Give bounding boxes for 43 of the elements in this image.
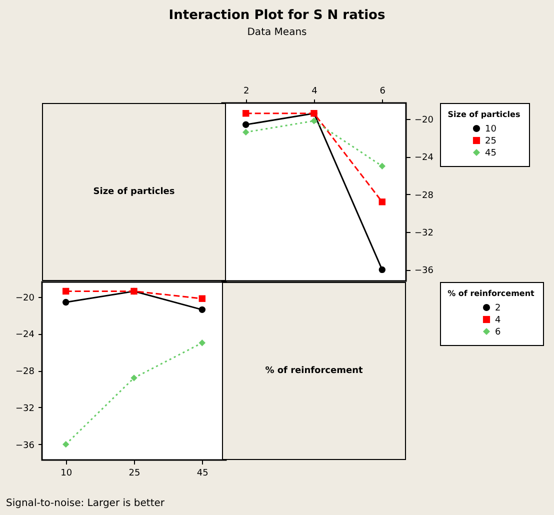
x-tick-label: 2 <box>243 86 250 96</box>
x-tick-label: 25 <box>128 468 140 478</box>
point <box>198 306 206 314</box>
point <box>378 198 386 206</box>
y-tick-label: −28 <box>16 367 35 378</box>
y-tick-label: −20 <box>414 116 434 126</box>
legend-label: 10 <box>485 124 497 134</box>
point <box>378 162 386 170</box>
legend-title: Size of particles <box>448 110 520 119</box>
point <box>378 266 386 274</box>
y-tick-label: −28 <box>414 190 434 201</box>
y-tick-label: −32 <box>16 404 34 414</box>
point <box>62 288 70 295</box>
point <box>62 440 70 448</box>
text: Interaction Plot for S N ratios <box>168 8 386 23</box>
point <box>242 128 250 136</box>
text: % of reinforcement <box>265 366 363 376</box>
text: Signal-to-noise: Larger is better <box>6 498 165 509</box>
x-tick-label: 45 <box>196 468 208 478</box>
legend-label: 45 <box>485 148 496 158</box>
legend-label: 2 <box>495 304 501 314</box>
y-tick-label: −24 <box>16 330 35 340</box>
point <box>310 118 318 124</box>
legend-label: 4 <box>495 316 501 326</box>
point <box>198 340 206 346</box>
y-tick-label: −32 <box>414 228 434 239</box>
text: Data Means <box>246 27 308 38</box>
text: Size of particles <box>93 187 175 197</box>
x-tick-label: 10 <box>60 468 72 478</box>
point <box>242 110 250 117</box>
y-tick-label: −24 <box>414 153 434 164</box>
point <box>198 295 206 302</box>
point <box>242 121 250 128</box>
y-tick-label: −36 <box>414 266 434 276</box>
point <box>62 298 70 306</box>
legend-label: 6 <box>495 328 501 338</box>
x-tick-label: 6 <box>380 86 386 96</box>
point <box>130 374 138 382</box>
y-tick-label: −36 <box>16 440 35 451</box>
x-tick-label: 4 <box>312 86 318 96</box>
legend-label: 25 <box>485 136 496 146</box>
legend-title: % of reinforcement <box>448 289 535 298</box>
y-tick-label: −20 <box>16 293 35 304</box>
